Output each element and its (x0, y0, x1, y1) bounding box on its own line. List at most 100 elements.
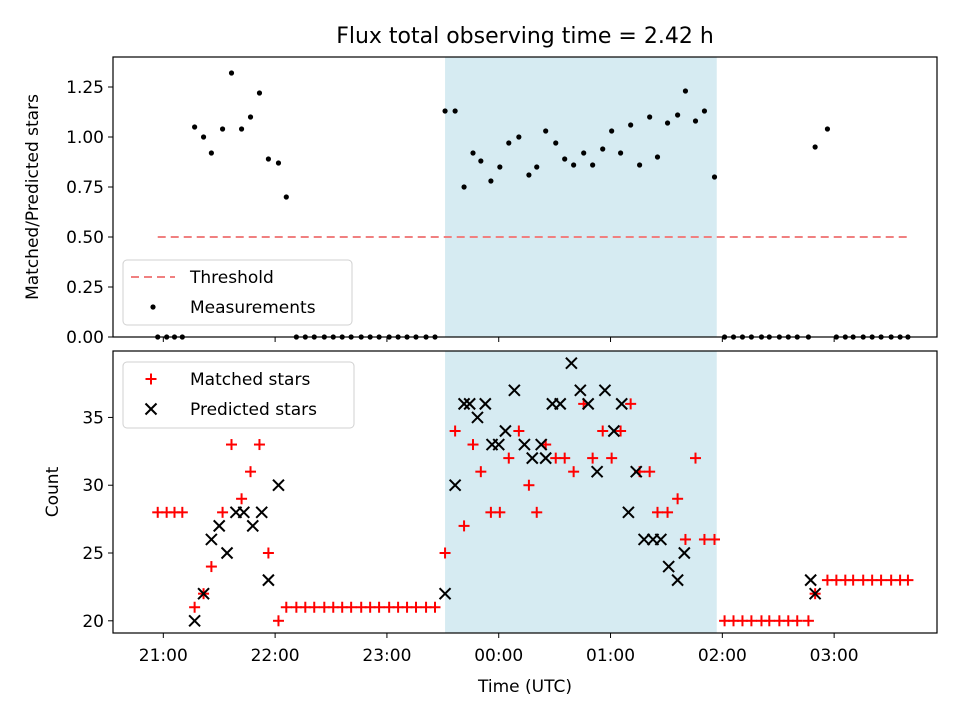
x-tick-label: 23:00 (362, 646, 411, 666)
top-legend: Threshold Measurements (122, 259, 353, 326)
x-tick-label: 02:00 (698, 646, 747, 666)
predicted-star-point (518, 438, 531, 451)
matched-star-point (475, 466, 487, 478)
y-tick-label: 0.50 (66, 228, 104, 248)
predicted-star-point (246, 519, 259, 533)
measurement-point (461, 184, 467, 190)
top-legend-box (122, 259, 353, 326)
x-tick-label: 00:00 (474, 646, 523, 666)
predicted-star-point (607, 424, 621, 438)
x-tick-label: 22:00 (251, 646, 300, 666)
predicted-star-point (499, 424, 512, 438)
measurement-point (497, 164, 503, 170)
matched-star-point (679, 533, 691, 545)
matched-star-point (308, 601, 320, 613)
predicted-star-point (808, 587, 822, 600)
legend-measurements-swatch (150, 304, 156, 310)
matched-star-point (410, 601, 422, 613)
measurement-point (228, 70, 235, 76)
matched-star-point (494, 506, 506, 518)
measurement-point (506, 140, 512, 146)
measurement-point (617, 150, 624, 156)
predicted-star-point (554, 397, 567, 411)
y-tick-label: 0.00 (66, 328, 104, 348)
measurement-point (824, 126, 831, 132)
top-shaded-span (445, 57, 717, 337)
predicted-star-point (492, 438, 505, 451)
y-tick-label: 0.75 (66, 178, 104, 198)
bottom-x-axis: 21:00 22:00 23:00 00:00 01:00 02:00 03:00 (139, 633, 859, 666)
predicted-star-point (197, 587, 210, 600)
y-tick-label: 1.00 (66, 128, 104, 148)
predicted-star-point (539, 451, 552, 465)
top-x-ticks (162, 337, 835, 342)
chart-title: Flux total observing time = 2.42 h (336, 24, 714, 49)
legend-threshold-label: Threshold (189, 268, 274, 288)
matched-star-point (429, 601, 441, 613)
predicted-star-point (574, 384, 587, 397)
predicted-star-point (804, 573, 817, 587)
bottom-legend: Matched stars Predicted stars (122, 361, 355, 429)
top-y-axis-label: Matched/Predicted stars (23, 94, 43, 300)
y-tick-label: 25 (82, 544, 104, 564)
measurement-point (600, 146, 606, 152)
measurement-point (664, 120, 671, 126)
predicted-star-point (457, 397, 471, 411)
matched-star-point (439, 547, 451, 559)
y-tick-label: 35 (82, 408, 104, 428)
legend-predicted-label: Predicted stars (190, 400, 317, 420)
predicted-star-point (262, 573, 275, 587)
measurement-point (647, 114, 653, 120)
matched-star-point (644, 466, 656, 478)
matched-star-point (523, 479, 535, 491)
y-tick-label: 30 (82, 476, 104, 496)
x-tick-label: 01:00 (586, 646, 635, 666)
measurement-point (553, 140, 559, 146)
matched-star-point (262, 547, 274, 559)
matched-star-point (226, 439, 238, 451)
measurement-point (609, 128, 615, 134)
matched-star-point (902, 574, 914, 586)
top-axes-frame (112, 56, 938, 338)
measurement-point (256, 90, 263, 96)
measurement-point (526, 172, 532, 178)
predicted-star-point (615, 397, 628, 411)
legend-matched-label: Matched stars (190, 370, 310, 390)
bottom-shaded-span (445, 351, 717, 633)
matched-star-point (373, 601, 385, 613)
matched-star-point (709, 533, 721, 545)
predicted-star-point (463, 397, 476, 411)
measurement-point (711, 174, 718, 180)
measurement-point (543, 128, 549, 134)
matched-star-point (672, 493, 684, 505)
predicted-star-point (438, 587, 452, 600)
measurement-point (581, 150, 587, 156)
measurement-point (812, 144, 818, 150)
measurement-point (701, 108, 708, 114)
measurement-point (590, 162, 596, 168)
matched-star-point (745, 615, 757, 627)
predicted-star-point (598, 384, 612, 397)
measurement-point (470, 150, 476, 156)
measurement-point (452, 108, 458, 114)
bottom-panel: 20 25 30 35 21:00 22:00 23:00 00:00 01:00 02:00 0… (43, 350, 938, 697)
matched-star-point (662, 506, 674, 518)
legend-matched-marker (145, 373, 157, 385)
x-tick-label: 03:00 (810, 646, 859, 666)
measurement-point (654, 154, 661, 160)
bottom-axes-frame (112, 350, 938, 634)
measurement-point (219, 126, 226, 132)
predicted-star-point (255, 506, 268, 519)
x-axis-label: Time (UTC) (477, 677, 572, 697)
measurement-point (275, 160, 282, 166)
measurement-point (636, 162, 643, 168)
measurement-point (675, 112, 681, 118)
predicted-star-point (630, 465, 643, 478)
measurement-point (534, 164, 540, 170)
predicted-star-point (678, 546, 691, 560)
measurement-point (682, 88, 689, 94)
bottom-y-axis: 20 25 30 35 (82, 408, 113, 632)
measurement-point (628, 122, 634, 128)
predicted-star-point (188, 614, 201, 628)
measurement-point (692, 118, 699, 124)
